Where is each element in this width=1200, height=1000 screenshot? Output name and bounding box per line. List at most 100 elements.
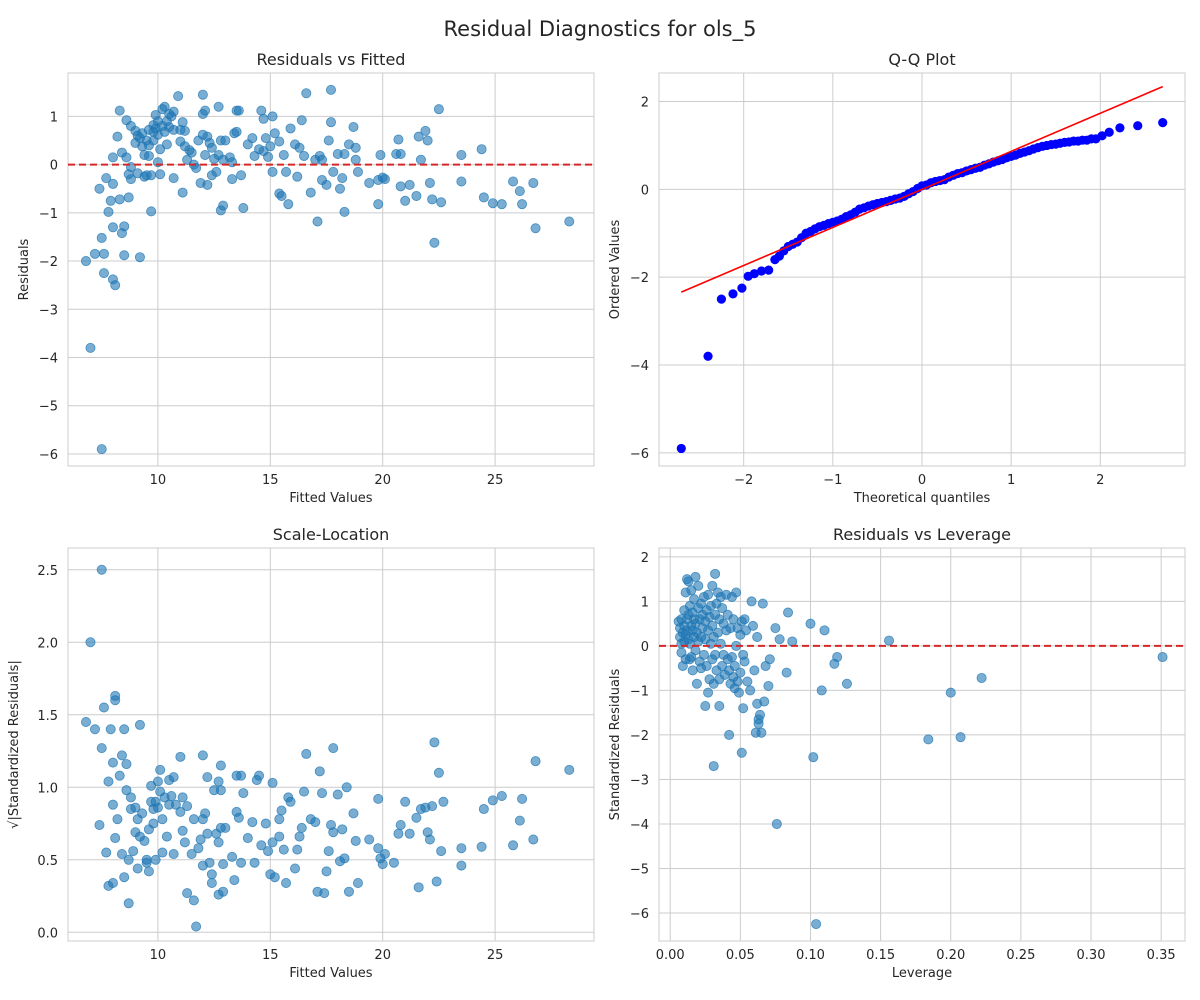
scatter-point bbox=[107, 757, 118, 768]
y-tick-label: −4 bbox=[630, 818, 649, 833]
scatter-point bbox=[742, 676, 753, 687]
scatter-point bbox=[348, 122, 359, 133]
scatter-point bbox=[379, 848, 390, 859]
x-tick-label: 20 bbox=[374, 473, 391, 488]
scatter-point bbox=[325, 84, 336, 95]
data-points bbox=[673, 568, 1168, 930]
x-tick-label: 25 bbox=[487, 948, 504, 963]
qq-point bbox=[756, 266, 767, 276]
scatter-point bbox=[170, 799, 181, 810]
scatter-point bbox=[334, 183, 345, 194]
scatter-point bbox=[267, 837, 278, 848]
scatter-point bbox=[325, 117, 336, 128]
scatter-point bbox=[456, 860, 467, 871]
scatter-point bbox=[395, 181, 406, 192]
scatter-point bbox=[101, 173, 112, 184]
scatter-point bbox=[729, 660, 740, 671]
scatter-point bbox=[752, 632, 763, 643]
x-tick-label: 2 bbox=[1096, 473, 1104, 488]
scatter-point bbox=[339, 853, 350, 864]
panel-scale-location: Scale-Location 10 15 20 25 2.5 2.0 1.5 1.0 0.5 0.0… bbox=[7, 525, 595, 981]
scatter-point bbox=[274, 136, 285, 147]
qq-point bbox=[764, 265, 774, 275]
x-axis-label: Fitted Values bbox=[289, 966, 372, 981]
panel-qq-plot: Q-Q Plot −2 −1 0 1 2 2 0 −2 −4 −6 Theoretical quant… bbox=[608, 50, 1186, 506]
scatter-point bbox=[305, 187, 316, 198]
scatter-point bbox=[182, 801, 193, 812]
scatter-point bbox=[496, 199, 507, 210]
scatter-point bbox=[328, 166, 339, 177]
scatter-point bbox=[204, 857, 215, 868]
scatter-point bbox=[206, 869, 217, 880]
scatter-point bbox=[476, 144, 487, 155]
y-tick-label: −5 bbox=[39, 400, 58, 415]
scatter-point bbox=[738, 703, 749, 714]
scatter-point bbox=[267, 111, 278, 122]
scatter-point bbox=[746, 596, 757, 607]
scatter-point bbox=[98, 702, 109, 713]
scatter-point bbox=[388, 857, 399, 868]
scatter-point bbox=[119, 872, 130, 883]
scatter-point bbox=[411, 812, 422, 823]
scatter-point bbox=[80, 256, 91, 267]
scatter-point bbox=[236, 770, 247, 781]
scatter-point bbox=[143, 866, 154, 877]
scatter-point bbox=[945, 687, 956, 698]
scatter-point bbox=[211, 166, 222, 177]
y-tick-label: 0 bbox=[641, 640, 649, 655]
qq-point bbox=[1133, 121, 1143, 131]
scatter-point bbox=[478, 804, 489, 815]
scatter-point bbox=[80, 717, 91, 728]
x-tick-label: 0.25 bbox=[1006, 948, 1035, 963]
scatter-point bbox=[294, 831, 305, 842]
scatter-point bbox=[296, 822, 307, 833]
scatter-point bbox=[731, 587, 742, 598]
scatter-point bbox=[157, 847, 168, 858]
scatter-point bbox=[528, 177, 539, 188]
scatter-point bbox=[110, 690, 121, 701]
scatter-point bbox=[177, 825, 188, 836]
scatter-point bbox=[85, 637, 96, 648]
scatter-point bbox=[530, 223, 541, 234]
scatter-point bbox=[258, 113, 269, 124]
y-tick-label: 0.0 bbox=[37, 926, 58, 941]
scatter-point bbox=[337, 173, 348, 184]
scatter-point bbox=[508, 840, 519, 851]
scatter-point bbox=[726, 652, 737, 663]
scatter-point bbox=[436, 846, 447, 857]
y-tick-label: 2 bbox=[641, 551, 649, 566]
figure-title: Residual Diagnostics for ols_5 bbox=[444, 17, 757, 42]
scatter-point bbox=[424, 177, 435, 188]
scatter-point bbox=[290, 863, 301, 874]
scatter-point bbox=[152, 802, 163, 813]
scatter-point bbox=[691, 678, 702, 689]
scatter-point bbox=[121, 785, 132, 796]
scatter-point bbox=[832, 652, 843, 663]
y-tick-label: −4 bbox=[39, 352, 58, 367]
scatter-point bbox=[420, 125, 431, 136]
scatter-point bbox=[294, 142, 305, 153]
scatter-point bbox=[96, 743, 107, 754]
scatter-point bbox=[175, 806, 186, 817]
scatter-point bbox=[717, 603, 728, 614]
x-tick-label: 10 bbox=[150, 948, 167, 963]
qq-point bbox=[716, 294, 727, 304]
scatter-point bbox=[215, 785, 226, 796]
scatter-point bbox=[487, 198, 498, 209]
scatter-point bbox=[285, 796, 296, 807]
scatter-point bbox=[375, 149, 386, 160]
scatter-point bbox=[710, 649, 721, 660]
scatter-point bbox=[404, 828, 415, 839]
scatter-point bbox=[923, 734, 934, 745]
scatter-point bbox=[317, 154, 328, 165]
scatter-point bbox=[373, 843, 384, 854]
y-axis-label: √|Standardized Residuals| bbox=[7, 660, 22, 829]
scatter-point bbox=[281, 166, 292, 177]
scatter-point bbox=[195, 834, 206, 845]
scatter-point bbox=[152, 776, 163, 787]
scatter-point bbox=[137, 808, 148, 819]
scatter-point bbox=[687, 665, 698, 676]
scatter-point bbox=[114, 194, 125, 205]
scatter-point bbox=[714, 701, 725, 712]
scatter-point bbox=[476, 841, 487, 852]
